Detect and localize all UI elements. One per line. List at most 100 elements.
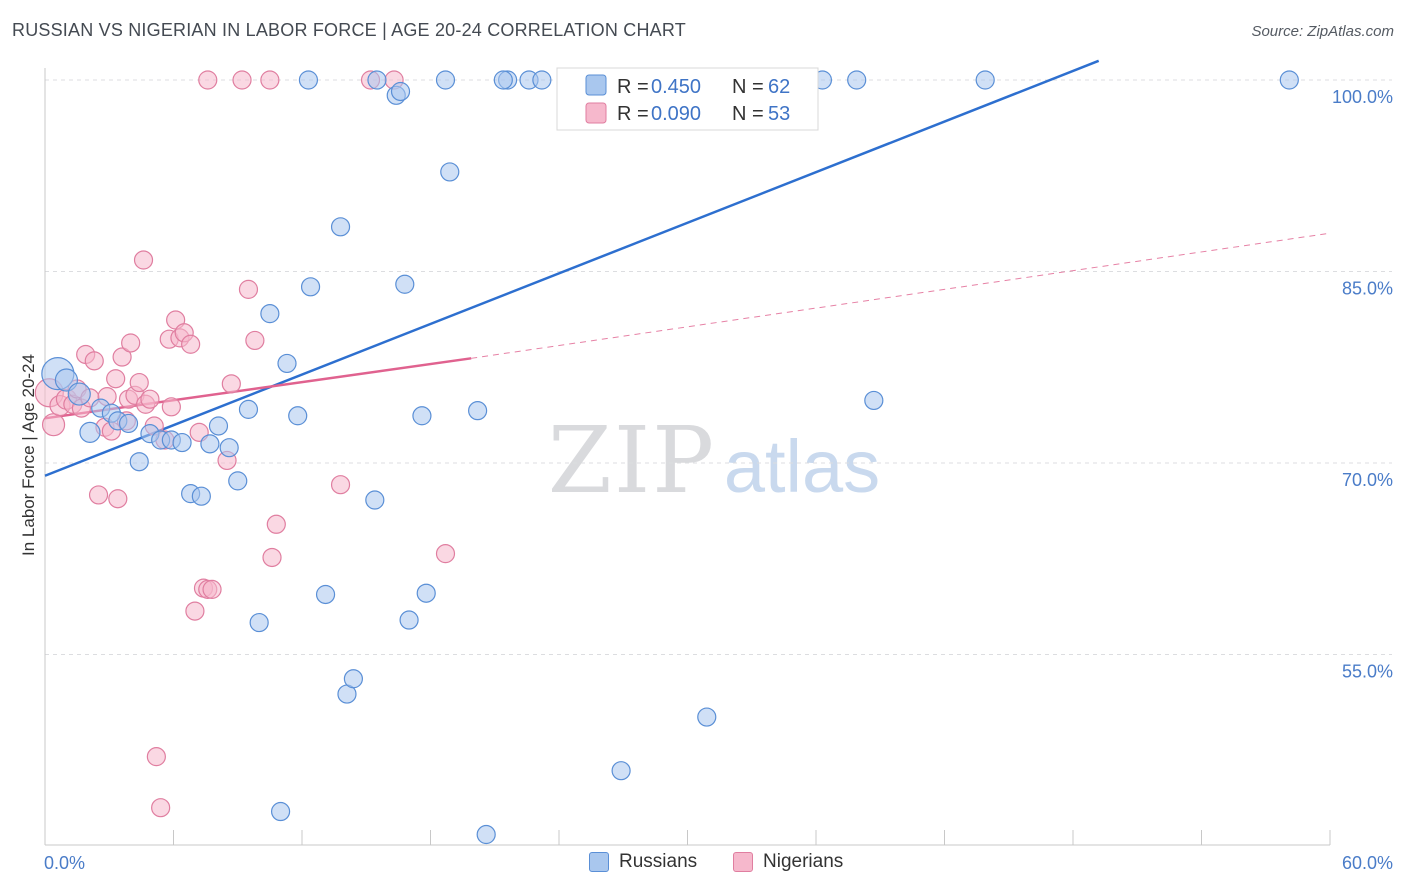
point-russians bbox=[416, 583, 436, 603]
point-russians bbox=[200, 434, 220, 454]
point-nigerians bbox=[133, 250, 154, 270]
y-tick-label: 100.0% bbox=[1332, 87, 1393, 107]
chart-title: RUSSIAN VS NIGERIAN IN LABOR FORCE | AGE… bbox=[12, 20, 686, 40]
point-russians bbox=[118, 413, 139, 434]
legend-russians-n-value: 62 bbox=[768, 76, 790, 98]
point-nigerians bbox=[238, 279, 259, 299]
legend-nigerians-n-label: N = bbox=[732, 103, 764, 125]
point-russians bbox=[975, 70, 995, 90]
y-tick-label: 70.0% bbox=[1342, 470, 1393, 490]
point-russians bbox=[367, 70, 387, 90]
point-nigerians bbox=[161, 397, 181, 417]
point-russians bbox=[468, 401, 488, 421]
point-nigerians bbox=[108, 489, 128, 509]
legend-nigerians-r-value: 0.090 bbox=[651, 103, 701, 125]
point-russians bbox=[277, 353, 297, 374]
point-russians bbox=[300, 277, 321, 297]
legend: R = 0.450 N = 62 R = 0.090 N = 53 bbox=[556, 67, 819, 131]
point-russians bbox=[172, 432, 192, 453]
point-russians bbox=[864, 390, 884, 411]
point-russians bbox=[191, 486, 211, 506]
y-axis-title: In Labor Force | Age 20-24 bbox=[19, 354, 38, 556]
tick-labels: 55.0% 70.0% 85.0% 100.0% 0.0% 60.0% bbox=[44, 87, 1393, 873]
point-russians bbox=[298, 70, 319, 90]
watermark-zip: ZIP bbox=[548, 407, 716, 514]
trend-line-nigerians-extension bbox=[471, 232, 1331, 359]
point-nigerians bbox=[262, 547, 282, 568]
point-nigerians bbox=[198, 70, 218, 90]
trend-line-russians bbox=[44, 59, 1100, 477]
legend-russians-r-value: 0.450 bbox=[651, 76, 701, 98]
point-nigerians bbox=[140, 389, 160, 409]
point-russians bbox=[288, 406, 308, 426]
legend-nigerians-r-label: R = bbox=[617, 103, 649, 125]
point-nigerians bbox=[181, 334, 201, 354]
point-russians bbox=[395, 274, 415, 294]
point-russians bbox=[260, 304, 280, 324]
point-nigerians bbox=[232, 70, 252, 90]
legend-nigerians-n-value: 53 bbox=[768, 103, 790, 125]
point-russians bbox=[315, 584, 336, 605]
point-nigerians bbox=[202, 579, 222, 599]
y-tick-label: 85.0% bbox=[1342, 279, 1393, 299]
point-russians bbox=[270, 801, 291, 822]
point-russians bbox=[390, 81, 411, 102]
point-nigerians bbox=[41, 413, 66, 437]
legend-russians-n-label: N = bbox=[732, 76, 764, 98]
legend-swatch-russians bbox=[585, 74, 607, 96]
x-tick-label-min: 0.0% bbox=[44, 853, 85, 873]
bottom-legend-label-russians: Russians bbox=[619, 851, 698, 872]
point-russians bbox=[330, 217, 351, 237]
x-tick-label-max: 60.0% bbox=[1342, 853, 1393, 873]
point-nigerians bbox=[151, 798, 171, 818]
bottom-legend: Russians Nigerians bbox=[0, 851, 1406, 879]
legend-swatch-nigerians bbox=[585, 102, 607, 124]
point-russians bbox=[611, 761, 631, 781]
point-nigerians bbox=[260, 70, 280, 90]
point-nigerians bbox=[88, 485, 109, 505]
bottom-legend-russians: Russians bbox=[589, 851, 697, 873]
point-russians bbox=[228, 471, 248, 491]
series-nigerians bbox=[34, 70, 456, 818]
point-russians bbox=[697, 707, 717, 727]
point-nigerians bbox=[146, 747, 166, 767]
point-nigerians bbox=[435, 544, 456, 564]
point-russians bbox=[208, 416, 229, 436]
point-russians bbox=[847, 70, 867, 90]
point-nigerians bbox=[106, 369, 126, 389]
point-nigerians bbox=[84, 351, 104, 371]
point-russians bbox=[476, 824, 496, 845]
watermark: ZIP atlas bbox=[548, 407, 880, 514]
axes bbox=[44, 68, 1331, 846]
gridlines bbox=[45, 79, 1392, 655]
point-russians bbox=[129, 452, 149, 472]
point-russians bbox=[435, 70, 456, 90]
point-russians bbox=[343, 669, 363, 689]
point-nigerians bbox=[245, 330, 265, 351]
point-russians bbox=[249, 612, 269, 633]
source-label: Source: ZipAtlas.com bbox=[1251, 23, 1394, 40]
watermark-atlas: atlas bbox=[724, 425, 880, 508]
bottom-legend-swatch-nigerians bbox=[733, 852, 753, 872]
point-russians bbox=[412, 406, 432, 426]
point-nigerians bbox=[112, 347, 132, 367]
bottom-legend-swatch-russians bbox=[589, 852, 609, 872]
legend-russians-r-label: R = bbox=[617, 76, 649, 98]
bottom-legend-label-nigerians: Nigerians bbox=[763, 851, 844, 872]
y-tick-label: 55.0% bbox=[1342, 662, 1393, 682]
bottom-legend-nigerians: Nigerians bbox=[733, 851, 843, 873]
point-russians bbox=[79, 421, 101, 443]
point-russians bbox=[532, 70, 552, 90]
point-nigerians bbox=[185, 601, 205, 621]
point-russians bbox=[238, 399, 259, 419]
point-russians bbox=[219, 438, 239, 458]
point-nigerians bbox=[121, 333, 141, 353]
point-russians bbox=[399, 610, 419, 630]
point-nigerians bbox=[221, 374, 241, 394]
point-russians bbox=[67, 382, 91, 406]
point-russians bbox=[1279, 70, 1299, 90]
point-russians bbox=[440, 162, 460, 182]
point-nigerians bbox=[129, 372, 149, 393]
point-russians bbox=[365, 490, 385, 510]
